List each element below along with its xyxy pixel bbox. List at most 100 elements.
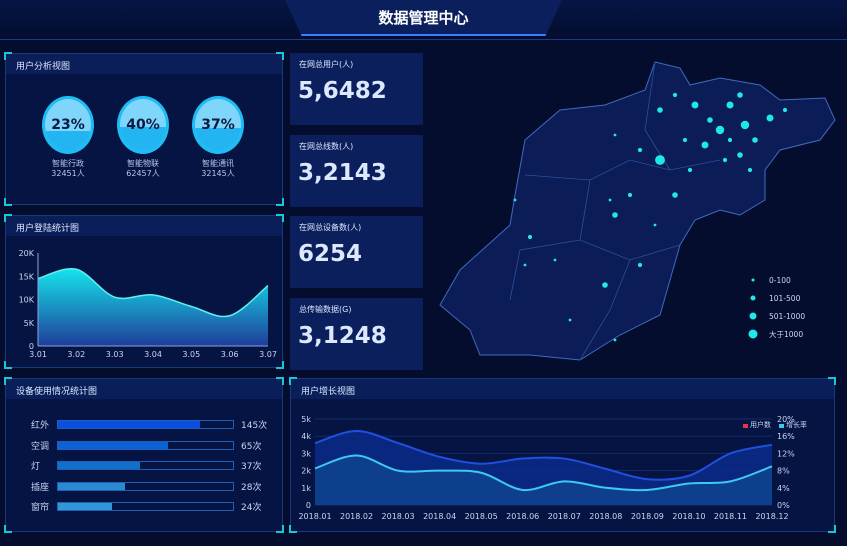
x-tick-label: 3.05 — [182, 350, 200, 359]
map-dot — [682, 137, 688, 143]
y-tick-label: 10K — [19, 296, 35, 305]
y-tick-label: 2k — [301, 467, 311, 476]
x-tick-label: 2018.03 — [382, 512, 415, 521]
legend-dot-icon — [750, 295, 756, 301]
x-tick-label: 2018.07 — [548, 512, 581, 521]
percent-gauge: 23% — [42, 96, 94, 154]
map-dot — [613, 338, 617, 342]
map-dot — [553, 258, 557, 262]
map-dot — [627, 192, 633, 198]
device-bar-row: 插座 28次 — [31, 481, 262, 493]
map-dot — [653, 223, 657, 227]
growth-area-chart: 0 0% 1k 4% 2k 8% 3k 12% 4k 16% 5k 20% 2018.01 2018.02… — [298, 415, 807, 521]
x-tick-label: 2018.02 — [340, 512, 373, 521]
gauge-label: 智能物联 62457人 — [126, 159, 160, 178]
map-dot — [612, 212, 618, 218]
panel-title: 用户登陆统计图 — [6, 216, 282, 236]
rate-area — [315, 455, 772, 505]
gauge-label: 智能通讯 32145人 — [201, 159, 235, 178]
device-bar-row: 红外 145次 — [31, 420, 268, 431]
y-tick-label: 1k — [301, 484, 311, 493]
map-dot — [691, 101, 699, 109]
map-dot — [672, 92, 678, 98]
y-right-tick-label: 16% — [777, 432, 795, 441]
stat-card: 在网总用户(人) 5,6482 — [290, 53, 423, 125]
device-bar-fill — [58, 482, 125, 490]
map-dot — [782, 107, 788, 113]
x-tick-label: 3.07 — [259, 350, 277, 359]
x-tick-label: 3.03 — [106, 350, 124, 359]
device-bar-fill — [58, 441, 169, 449]
region-map: 0-100 101-500 501-1000 大于1000 — [439, 61, 836, 361]
stat-card: 总传输数据(G) 3,1248 — [290, 297, 423, 370]
login-area-chart: 0 5K 10K 15K 20K 3.01 3.02 3.03 3.04 3.05 3.06 3.07 — [19, 249, 277, 359]
x-tick-label: 2018.06 — [506, 512, 539, 521]
map-dot — [715, 125, 725, 135]
x-tick-label: 2018.08 — [589, 512, 622, 521]
rate-line — [314, 454, 773, 492]
y-tick-label: 15K — [19, 272, 35, 281]
x-tick-label: 2018.12 — [755, 512, 788, 521]
map-dot — [707, 117, 713, 123]
map-dot — [655, 155, 665, 165]
x-tick-label: 2018.05 — [465, 512, 498, 521]
y-tick-label: 3k — [301, 449, 311, 458]
login-chart-panel: 用户登陆统计图 0 5K 10K 15K 20K 3.01 3.02 3.03 3.04 3.05… — [4, 214, 284, 369]
legend-swatch — [779, 424, 784, 428]
y-tick-label: 20K — [19, 249, 35, 258]
map-dot — [727, 137, 733, 143]
map-dot — [752, 137, 758, 143]
legend-label: 增长率 — [786, 420, 807, 429]
device-bar-row: 灯 37次 — [31, 461, 262, 472]
x-tick-label: 3.01 — [29, 350, 47, 359]
area-line — [37, 267, 269, 318]
page-title: 数据管理中心 — [378, 9, 469, 27]
map-dot — [568, 318, 572, 322]
panel-title: 用户分析视图 — [6, 54, 282, 74]
map-dot — [602, 282, 608, 288]
legend-dot-icon — [749, 312, 757, 320]
device-bar-row: 窗帘 24次 — [31, 502, 262, 513]
legend-label: 用户数 — [750, 420, 771, 429]
panel-title: 设备使用情况统计图 — [6, 379, 282, 399]
device-bar-fill — [58, 421, 200, 428]
x-tick-label: 2018.01 — [298, 512, 331, 521]
y-right-tick-label: 0% — [777, 501, 790, 510]
percent-gauge: 37% — [192, 96, 244, 154]
y-right-tick-label: 8% — [777, 467, 790, 476]
y-tick-label: 0 — [29, 342, 34, 351]
y-right-tick-label: 20% — [777, 415, 795, 424]
y-tick-label: 4k — [301, 432, 311, 441]
y-right-tick-label: 12% — [777, 449, 795, 458]
legend-swatch — [743, 424, 748, 428]
header: 数据管理中心 — [0, 0, 847, 40]
map-legend-label: 501-1000 — [769, 312, 805, 321]
map-dot — [608, 198, 612, 202]
growth-chart-panel: 用户增长视图 0 0% 1k 4% 2k 8% 3k 12% 4k 16% 5k 20% 2018.01… — [289, 377, 836, 533]
legend-dot-icon — [751, 278, 755, 282]
x-tick-label: 3.06 — [221, 350, 239, 359]
device-bar-row: 空调 65次 — [31, 440, 262, 452]
map-dot — [523, 263, 527, 267]
map-dot — [657, 107, 663, 113]
map-dot — [766, 114, 774, 122]
map-dot — [613, 133, 617, 137]
x-tick-label: 2018.09 — [631, 512, 664, 521]
map-dot — [527, 234, 533, 240]
stat-card: 在网总线数(人) 3,2143 — [290, 134, 423, 207]
x-tick-label: 3.04 — [144, 350, 162, 359]
map-dot — [672, 192, 678, 198]
map-dot — [726, 101, 734, 109]
x-tick-label: 2018.04 — [423, 512, 456, 521]
gauge-label: 智能行政 32451人 — [51, 159, 85, 178]
map-dot — [740, 120, 750, 130]
device-bar-fill — [58, 462, 141, 469]
stat-card: 在网总设备数(人) 6254 — [290, 216, 423, 288]
legend-dot-icon — [748, 329, 758, 339]
map-legend-label: 101-500 — [769, 294, 801, 303]
x-tick-label: 3.02 — [67, 350, 85, 359]
y-tick-label: 5k — [301, 415, 311, 424]
y-right-tick-label: 4% — [777, 484, 790, 493]
percent-gauge: 40% — [117, 96, 169, 154]
panel-title: 用户增长视图 — [291, 379, 834, 399]
